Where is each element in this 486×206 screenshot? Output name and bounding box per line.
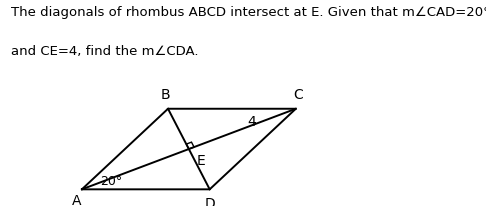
Text: The diagonals of rhombus ABCD intersect at E. Given that m∠CAD=20°: The diagonals of rhombus ABCD intersect … bbox=[11, 6, 486, 19]
Text: 4: 4 bbox=[247, 115, 256, 129]
Text: and CE=4, find the m∠CDA.: and CE=4, find the m∠CDA. bbox=[11, 45, 198, 58]
Text: C: C bbox=[294, 88, 303, 102]
Text: A: A bbox=[71, 194, 81, 206]
Text: D: D bbox=[204, 197, 215, 206]
Text: 20°: 20° bbox=[100, 175, 122, 188]
Text: E: E bbox=[197, 154, 206, 168]
Text: B: B bbox=[160, 88, 170, 102]
